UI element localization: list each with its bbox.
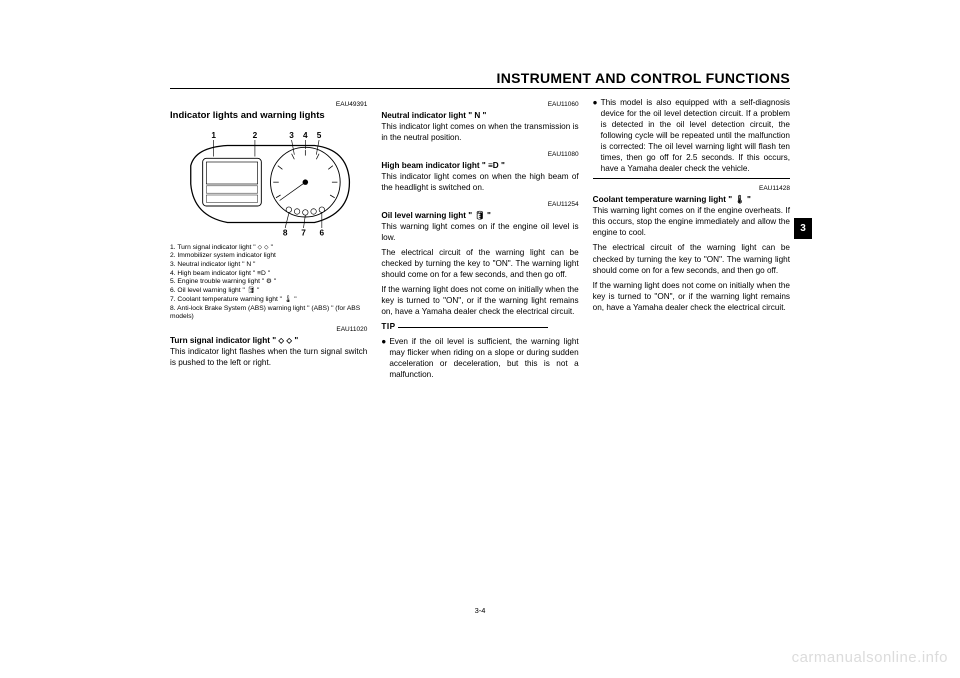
- header-title: INSTRUMENT AND CONTROL FUNCTIONS: [170, 70, 790, 86]
- ref-code: EAU49391: [170, 101, 367, 110]
- svg-text:4: 4: [303, 131, 308, 140]
- header: INSTRUMENT AND CONTROL FUNCTIONS: [170, 70, 790, 89]
- manual-page: INSTRUMENT AND CONTROL FUNCTIONS 3 EAU49…: [170, 70, 790, 615]
- tip-label: TIP: [381, 322, 395, 331]
- oil-title: Oil level warning light " 🛢 ": [381, 211, 491, 220]
- ref-code: EAU11080: [381, 151, 578, 160]
- svg-text:2: 2: [253, 131, 258, 140]
- neutral-body: This indicator light comes on when the t…: [381, 122, 578, 142]
- selfdiag-bullet: ● This model is also equipped with a sel…: [593, 97, 790, 174]
- svg-text:8: 8: [283, 228, 288, 237]
- tip-header: TIP: [381, 321, 578, 332]
- turn-signal-title: Turn signal indicator light " ⬦ ⬦ ": [170, 336, 298, 345]
- svg-text:1: 1: [211, 131, 216, 140]
- caption-6: 6. Oil level warning light " 🛢 ": [170, 287, 367, 296]
- turn-signal-section: Turn signal indicator light " ⬦ ⬦ " This…: [170, 335, 367, 368]
- coolant-title: Coolant temperature warning light " 🌡 ": [593, 195, 751, 204]
- svg-text:3: 3: [289, 131, 294, 140]
- content-columns: EAU49391 Indicator lights and warning li…: [170, 97, 790, 381]
- tip-bullet: ● Even if the oil level is sufficient, t…: [381, 336, 578, 380]
- column-2: EAU11060 Neutral indicator light " N " T…: [381, 97, 578, 381]
- bullet-dot-icon: ●: [593, 97, 601, 174]
- highbeam-body: This indicator light comes on when the h…: [381, 172, 578, 192]
- figure-captions: 1. Turn signal indicator light " ⬦ ⬦ " 2…: [170, 244, 367, 322]
- caption-8: 8. Anti-lock Brake System (ABS) warning …: [170, 305, 367, 322]
- svg-text:6: 6: [320, 228, 325, 237]
- oil-section: Oil level warning light " 🛢 " This warni…: [381, 210, 578, 243]
- highbeam-section: High beam indicator light " ≡D " This in…: [381, 160, 578, 193]
- oil-body-2: The electrical circuit of the warning li…: [381, 247, 578, 280]
- ref-code: EAU11020: [170, 326, 367, 335]
- oil-body-1: This warning light comes on if the engin…: [381, 222, 578, 242]
- ref-code: EAU11060: [381, 101, 578, 110]
- watermark: carmanualsonline.info: [792, 649, 948, 666]
- ref-code: EAU11428: [593, 185, 790, 194]
- tip-text: Even if the oil level is sufficient, the…: [389, 336, 578, 380]
- svg-text:5: 5: [317, 131, 322, 140]
- column-1: EAU49391 Indicator lights and warning li…: [170, 97, 367, 381]
- tip-rule: [398, 327, 548, 328]
- bullet-dot-icon: ●: [381, 336, 389, 380]
- ref-code: EAU11254: [381, 201, 578, 210]
- svg-text:7: 7: [301, 228, 306, 237]
- neutral-section: Neutral indicator light " N " This indic…: [381, 110, 578, 143]
- page-number: 3-4: [170, 606, 790, 615]
- coolant-section: Coolant temperature warning light " 🌡 " …: [593, 194, 790, 238]
- divider: [593, 178, 790, 179]
- caption-1: 1. Turn signal indicator light " ⬦ ⬦ ": [170, 244, 367, 253]
- caption-7: 7. Coolant temperature warning light " 🌡…: [170, 296, 367, 305]
- caption-5: 5. Engine trouble warning light " ⚙ ": [170, 278, 367, 287]
- chapter-tab: 3: [794, 218, 812, 239]
- caption-2: 2. Immobilizer system indicator light: [170, 252, 367, 261]
- coolant-body-1: This warning light comes on if the engin…: [593, 206, 790, 237]
- coolant-body-3: If the warning light does not come on in…: [593, 280, 790, 313]
- instrument-cluster-figure: 1 2 3 4 5 8 7 6: [170, 129, 367, 239]
- selfdiag-text: This model is also equipped with a self-…: [601, 97, 790, 174]
- section-title: Indicator lights and warning lights: [170, 110, 367, 123]
- turn-signal-body: This indicator light flashes when the tu…: [170, 347, 367, 367]
- caption-3: 3. Neutral indicator light " N ": [170, 261, 367, 270]
- oil-body-3: If the warning light does not come on in…: [381, 284, 578, 317]
- column-3: ● This model is also equipped with a sel…: [593, 97, 790, 381]
- coolant-body-2: The electrical circuit of the warning li…: [593, 242, 790, 275]
- highbeam-title: High beam indicator light " ≡D ": [381, 161, 505, 170]
- neutral-title: Neutral indicator light " N ": [381, 111, 486, 120]
